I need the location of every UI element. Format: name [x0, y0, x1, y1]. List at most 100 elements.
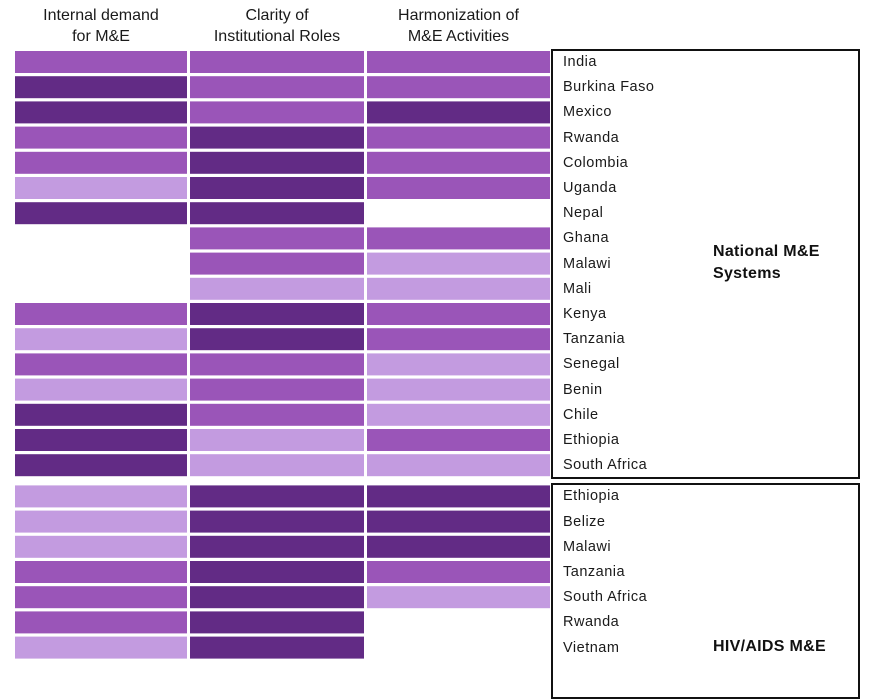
column-header-2: Clarity of Institutional Roles: [188, 5, 366, 47]
heatmap-cell: [190, 561, 364, 583]
country-label: Rwanda: [563, 129, 620, 146]
country-label: Malawi: [563, 255, 612, 272]
heatmap-cell: [15, 101, 187, 124]
heatmap-cell: [190, 101, 364, 124]
country-label: Ethiopia: [563, 488, 620, 505]
heatmap-cell: [367, 510, 550, 533]
heatmap-cell: [367, 378, 550, 401]
country-label: Colombia: [563, 154, 629, 171]
country-label: Nepal: [563, 205, 604, 222]
column-header-line: M&E Activities: [407, 28, 510, 45]
heatmap-cell: [367, 227, 550, 250]
heatmap-cell: [190, 454, 364, 477]
country-label: Tanzania: [563, 564, 626, 580]
group-label-line: HIV/AIDS M&E: [713, 638, 826, 655]
heatmap-cell: [190, 535, 364, 558]
heatmap-cell: [190, 277, 364, 300]
heatmap-cell: [367, 353, 550, 376]
group-box: [551, 49, 860, 480]
heatmap-cell: [190, 353, 364, 376]
country-label: Ghana: [563, 230, 610, 247]
heatmap-cell: [15, 561, 187, 583]
heatmap-cell: [367, 177, 550, 199]
heatmap-cell: [15, 126, 187, 149]
heatmap-cell: [15, 510, 187, 533]
heatmap-cell: [190, 328, 364, 351]
group-label: HIV/AIDS M&E: [713, 636, 826, 658]
group-label-line: National M&E: [713, 243, 820, 260]
heatmap-cell: [15, 51, 187, 73]
heatmap-cell: [367, 126, 550, 149]
country-label: South Africa: [563, 457, 648, 474]
heatmap-cell: [190, 202, 364, 225]
heatmap-cell: [15, 177, 187, 199]
heatmap-cell: [15, 535, 187, 558]
heatmap-cell: [190, 177, 364, 199]
heatmap-cell: [190, 252, 364, 275]
heatmap-cell: [15, 202, 187, 225]
heatmap-cell: [190, 586, 364, 609]
heatmap-cell: [367, 454, 550, 477]
heatmap-cell: [367, 101, 550, 124]
heatmap-cell: [190, 378, 364, 401]
heatmap-cell: [15, 611, 187, 634]
column-header-line: Internal demand: [43, 7, 159, 24]
heatmap-cell: [15, 328, 187, 351]
country-label: Chile: [563, 406, 599, 423]
heatmap-cell: [367, 76, 550, 99]
heatmap-cell: [190, 429, 364, 451]
column-header-line: Harmonization of: [398, 7, 519, 24]
heatmap-cell: [367, 51, 550, 73]
heatmap-cell: [367, 586, 550, 609]
heatmap-cell: [190, 227, 364, 250]
heatmap-cell: [15, 353, 187, 376]
heatmap-cell: [367, 252, 550, 275]
column-header-1: Internal demand for M&E: [12, 5, 190, 47]
heatmap-cell: [15, 151, 187, 174]
heatmap-cell: [190, 151, 364, 174]
heatmap-cell: [367, 303, 550, 325]
country-label: Tanzania: [563, 331, 626, 348]
heatmap-cell: [15, 403, 187, 426]
heatmap-cell: [367, 151, 550, 174]
country-label: Uganda: [563, 180, 617, 196]
heatmap-cell: [367, 535, 550, 558]
country-label: Vietnam: [563, 639, 620, 656]
heatmap-cell: [15, 378, 187, 401]
country-label: Burkina Faso: [563, 79, 655, 96]
heatmap-cell: [367, 328, 550, 351]
heatmap-cell: [15, 586, 187, 609]
country-label: Belize: [563, 513, 606, 530]
heatmap-cell: [367, 485, 550, 508]
heatmap-cell: [367, 429, 550, 451]
country-label: Mali: [563, 280, 592, 297]
heatmap-cell: [190, 510, 364, 533]
group-label-line: Systems: [713, 265, 781, 282]
country-label: India: [563, 54, 597, 70]
country-label: Benin: [563, 381, 603, 398]
heatmap-cell: [190, 611, 364, 634]
heatmap-cell: [190, 403, 364, 426]
heatmap-chart: [15, 51, 550, 659]
heatmap-cell: [15, 76, 187, 99]
country-label: Rwanda: [563, 614, 620, 631]
heatmap-cell: [367, 277, 550, 300]
column-header-line: for M&E: [72, 28, 130, 45]
country-label: Senegal: [563, 356, 620, 373]
heatmap-cell: [15, 485, 187, 508]
heatmap-cell: [15, 454, 187, 477]
column-header-line: Clarity of: [245, 7, 309, 24]
heatmap-cell: [15, 303, 187, 325]
heatmap-cell: [190, 126, 364, 149]
heatmap-cell: [190, 51, 364, 73]
country-label: Malawi: [563, 538, 612, 555]
heatmap-cell: [190, 76, 364, 99]
heatmap-cell: [190, 636, 364, 659]
heatmap-cell: [367, 403, 550, 426]
country-label: Mexico: [563, 104, 612, 121]
heatmap-cell: [367, 561, 550, 583]
column-header-line: Institutional Roles: [213, 28, 341, 45]
column-header-3: Harmonization of M&E Activities: [370, 5, 548, 47]
group-box: [551, 483, 860, 699]
country-label: South Africa: [563, 589, 648, 606]
